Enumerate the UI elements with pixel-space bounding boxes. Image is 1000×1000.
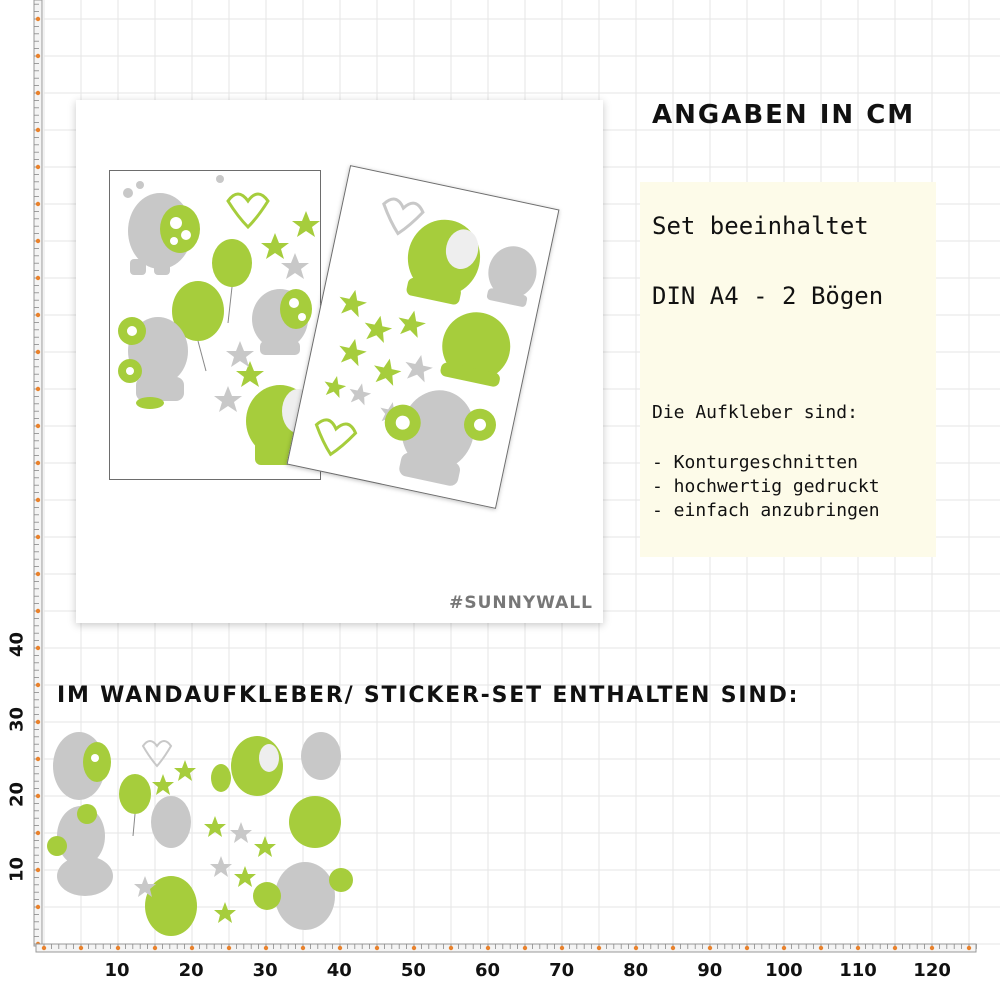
feature-item: - einfach anzubringen — [652, 500, 880, 521]
elephant-sticker — [486, 246, 537, 307]
octopus-elephant-sticker — [440, 312, 511, 387]
balloon-sticker — [172, 239, 252, 372]
scaled-sticker-preview — [47, 732, 353, 936]
elephant-sticker — [406, 219, 481, 305]
brand-logo: #SUNNYWALL — [449, 593, 593, 613]
sticker-sheet-1 — [109, 170, 321, 480]
set-contents-title: Set beeinhaltet — [652, 212, 869, 240]
feature-item: - hochwertig gedruckt — [652, 476, 880, 497]
x-tick-label: 110 — [839, 960, 877, 981]
x-tick-label: 20 — [178, 960, 204, 981]
x-tick-label: 50 — [400, 960, 426, 981]
units-heading: ANGABEN IN CM — [652, 100, 916, 130]
sticker-sheet-2 — [286, 165, 560, 509]
elephant-sticker — [128, 193, 200, 275]
scaled-sheet-2 — [204, 732, 353, 930]
product-preview-card: #SUNNYWALL — [76, 100, 603, 623]
y-tick-label: 40 — [6, 631, 28, 658]
set-section-title: IM WANDAUFKLEBER/ STICKER-SET ENTHALTEN … — [57, 683, 800, 708]
x-tick-label: 80 — [623, 960, 649, 981]
sticker-sheet-1-art — [118, 175, 320, 465]
x-tick-label: 70 — [549, 960, 575, 981]
elephant-sticker — [118, 317, 188, 409]
x-tick-label: 40 — [326, 960, 352, 981]
x-tick-label: 60 — [474, 960, 501, 981]
elephant-sticker — [252, 289, 312, 355]
set-format: DIN A4 - 2 Bögen — [652, 282, 884, 310]
info-box: Set beeinhaltet DIN A4 - 2 Bögen Die Auf… — [640, 182, 936, 557]
y-tick-label: 30 — [6, 706, 28, 733]
x-tick-label: 10 — [104, 960, 130, 981]
elephant-sticker — [384, 390, 496, 486]
sticker-sheet-2-art — [314, 197, 537, 486]
left-ruler — [33, 0, 43, 947]
feature-item: - Konturgeschnitten — [652, 452, 858, 473]
y-tick-label: 20 — [6, 781, 28, 808]
x-tick-label: 120 — [913, 960, 951, 981]
scaled-sheet-1 — [47, 732, 197, 936]
y-tick-label: 10 — [6, 856, 28, 883]
x-tick-label: 100 — [765, 960, 803, 981]
star-stickers — [236, 211, 320, 387]
features-title: Die Aufkleber sind: — [652, 402, 858, 423]
x-tick-label: 30 — [252, 960, 278, 981]
bottom-ruler — [35, 943, 977, 953]
x-tick-label: 90 — [697, 960, 723, 981]
